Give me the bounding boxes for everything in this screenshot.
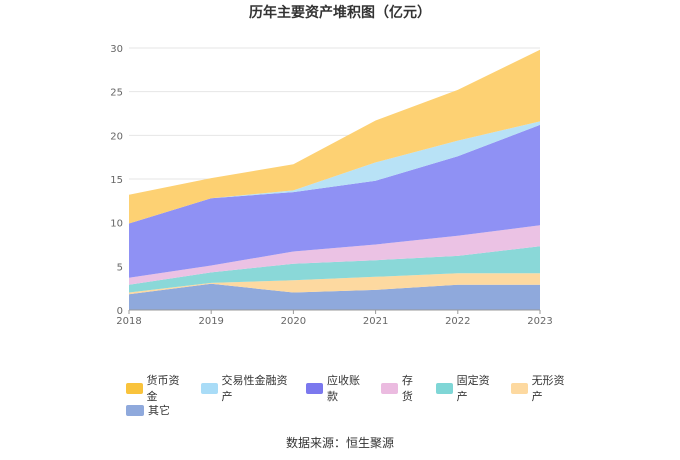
x-tick-label: 2023 <box>527 316 552 327</box>
area-series-存货 <box>129 225 540 285</box>
area-series-layer <box>129 49 540 310</box>
y-tick-label: 30 <box>110 44 123 55</box>
legend-swatch <box>126 404 144 416</box>
legend-swatch <box>436 382 453 394</box>
legend: 货币资金 交易性金融资产 应收账款 存货 固定资产 无形资产 其它 <box>126 374 586 421</box>
legend-item[interactable]: 货币资金 <box>126 372 187 404</box>
area-series-应收账款 <box>129 124 540 278</box>
x-tick-label: 2019 <box>198 316 223 327</box>
legend-item[interactable]: 固定资产 <box>436 372 497 404</box>
y-tick-label: 25 <box>110 88 123 99</box>
area-series-无形资产 <box>129 273 540 295</box>
legend-item[interactable]: 无形资产 <box>511 372 572 404</box>
legend-swatch <box>381 382 398 394</box>
data-source: 数据来源：恒生聚源 <box>285 436 394 450</box>
x-tick-label: 2018 <box>116 316 141 327</box>
legend-label: 货币资金 <box>146 374 180 403</box>
y-tick-label: 10 <box>110 219 123 230</box>
area-series-交易性金融资产 <box>129 121 540 224</box>
area-series-货币资金 <box>129 49 540 224</box>
legend-row: 货币资金 交易性金融资产 应收账款 存货 固定资产 无形资产 <box>126 374 586 403</box>
legend-item[interactable]: 其它 <box>126 402 170 418</box>
axes: 0 5 10 15 20 25 30 2018 2019 2020 2021 2022 2023 <box>110 44 552 327</box>
y-tick-label: 20 <box>110 131 123 142</box>
chart-title: 历年主要资产堆积图（亿元） <box>249 5 431 21</box>
area-series-固定资产 <box>129 246 540 293</box>
x-tick-label: 2020 <box>281 316 306 327</box>
legend-item[interactable]: 存货 <box>381 372 422 404</box>
x-tick-label: 2021 <box>363 316 388 327</box>
legend-label: 无形资产 <box>531 374 565 403</box>
y-tick-label: 0 <box>117 306 123 317</box>
legend-label: 应收账款 <box>326 374 360 403</box>
legend-label: 固定资产 <box>456 374 490 403</box>
legend-label: 其它 <box>148 404 170 417</box>
legend-item[interactable]: 交易性金融资产 <box>200 372 292 404</box>
y-tick-label: 5 <box>117 262 123 273</box>
legend-swatch <box>511 382 528 394</box>
legend-swatch <box>126 382 143 394</box>
area-series-其它 <box>129 283 540 310</box>
legend-item[interactable]: 应收账款 <box>306 372 367 404</box>
legend-swatch <box>306 382 323 394</box>
legend-swatch <box>200 382 218 394</box>
y-tick-label: 15 <box>110 175 123 186</box>
legend-label: 存货 <box>401 374 413 403</box>
x-tick-label: 2022 <box>445 316 470 327</box>
legend-label: 交易性金融资产 <box>221 374 288 403</box>
legend-row: 其它 <box>126 399 586 421</box>
